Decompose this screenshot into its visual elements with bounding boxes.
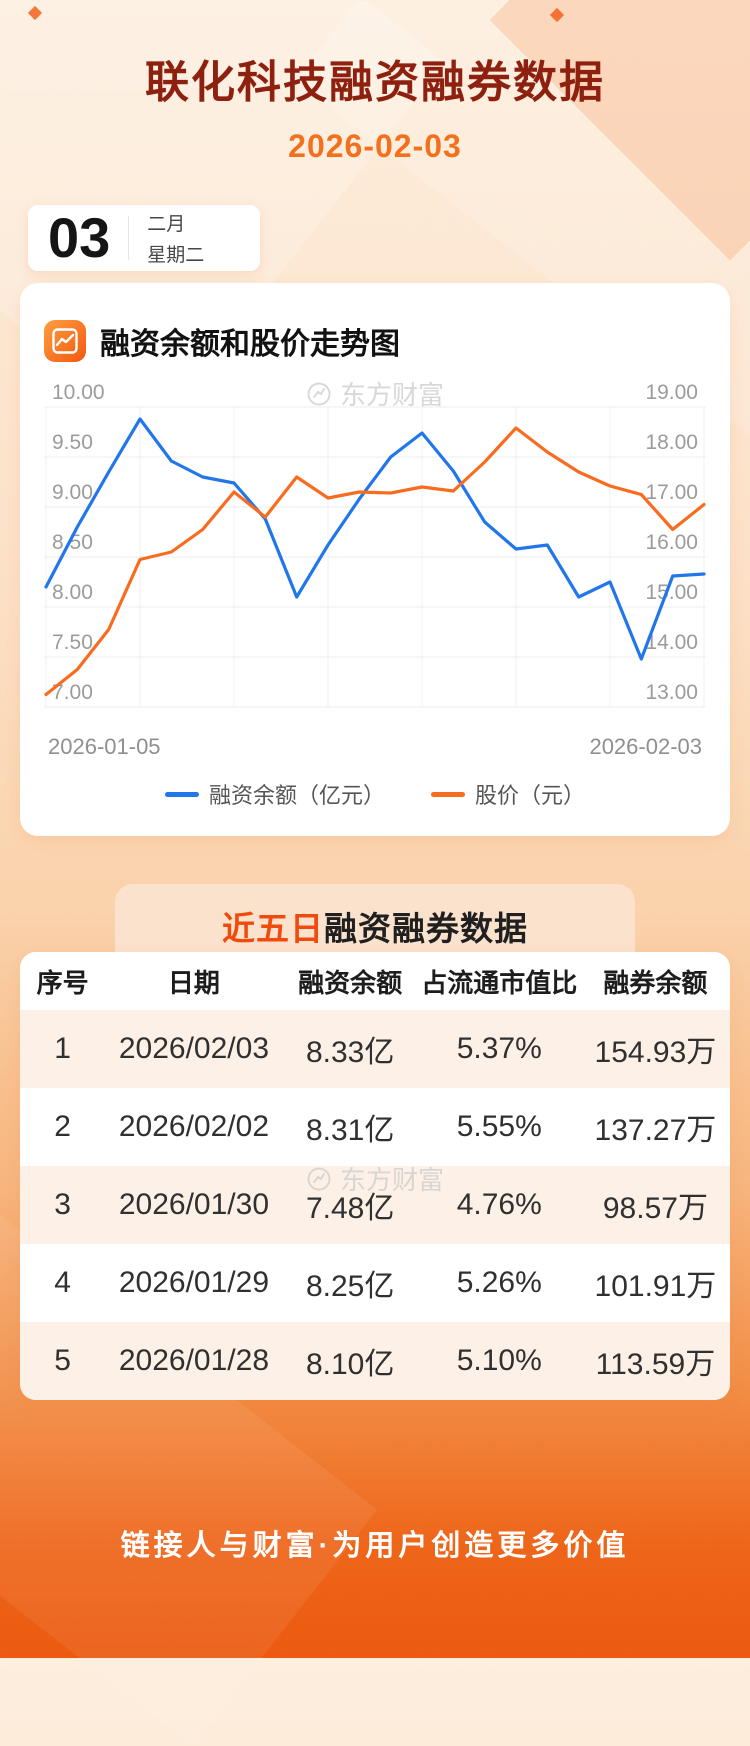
date-month-label: 二月	[147, 214, 186, 235]
col-header-balance: 融资余额	[298, 967, 403, 998]
cell-date: 2026/01/28	[118, 1344, 270, 1377]
svg-text:17.00: 17.00	[645, 481, 698, 504]
cell-short-balance: 101.91万	[594, 1270, 717, 1303]
cell-short-balance: 113.59万	[595, 1348, 716, 1381]
legend-label-financing: 融资余额（亿元）	[208, 783, 385, 808]
cell-ratio: 5.55%	[456, 1110, 542, 1143]
table-title-highlight: 近五日	[222, 910, 324, 947]
table-row: 3 2026/01/30 7.48亿 4.76% 98.57万	[20, 1166, 730, 1244]
cell-short-balance: 137.27万	[594, 1114, 717, 1147]
legend-item-financing: 融资余额（亿元）	[164, 778, 385, 810]
cell-balance: 7.48亿	[305, 1192, 395, 1225]
cell-no: 2	[54, 1110, 71, 1143]
trend-chart-card: 融资余额和股价走势图 东方财富 10.00 19.00 9.50 18.00 9.00 1…	[20, 283, 730, 836]
table-row: 1 2026/02/03 8.33亿 5.37% 154.93万	[20, 1010, 730, 1088]
svg-text:15.00: 15.00	[645, 581, 698, 604]
cell-short-balance: 154.93万	[594, 1036, 717, 1069]
svg-text:8.50: 8.50	[52, 531, 93, 554]
footer-slogan: 链接人与财富·为用户创造更多价值	[120, 1530, 630, 1562]
cell-ratio: 5.37%	[456, 1032, 542, 1065]
cell-date: 2026/01/30	[118, 1188, 270, 1221]
svg-text:19.00: 19.00	[645, 383, 698, 404]
col-header-short-balance: 融券余额	[603, 967, 708, 998]
table-title-rest: 融资融券数据	[324, 910, 528, 947]
cell-no: 5	[54, 1344, 71, 1377]
svg-text:7.50: 7.50	[52, 631, 93, 654]
table-row: 2 2026/02/02 8.31亿 5.55% 137.27万	[20, 1088, 730, 1166]
svg-text:14.00: 14.00	[645, 631, 698, 654]
cell-ratio: 5.26%	[456, 1266, 542, 1299]
chart-legend: 融资余额（亿元） 股价（元）	[44, 778, 706, 810]
legend-label-price: 股价（元）	[475, 783, 586, 808]
svg-text:13.00: 13.00	[645, 681, 698, 704]
legend-item-price: 股价（元）	[431, 778, 585, 810]
x-axis-start-label: 2026-01-05	[48, 734, 161, 759]
line-chart-icon	[44, 320, 86, 362]
date-card-divider	[128, 216, 130, 260]
svg-text:18.00: 18.00	[645, 431, 698, 454]
svg-text:16.00: 16.00	[645, 531, 698, 554]
cell-ratio: 5.10%	[456, 1344, 542, 1377]
chart-section-title: 融资余额和股价走势图	[100, 328, 400, 361]
table-row: 5 2026/01/28 8.10亿 5.10% 113.59万	[20, 1322, 730, 1400]
date-card: 03 二月 星期二	[28, 205, 260, 271]
cell-balance: 8.25亿	[305, 1270, 395, 1303]
col-header-no: 序号	[36, 967, 89, 998]
cell-date: 2026/02/03	[118, 1032, 270, 1065]
date-weekday-label: 星期二	[147, 245, 205, 266]
cell-no: 1	[54, 1032, 71, 1065]
date-day-number: 03	[48, 206, 111, 269]
svg-text:9.00: 9.00	[52, 481, 93, 504]
trend-chart: 东方财富 10.00 19.00 9.50 18.00 9.00 17.00 8.50 16.…	[44, 380, 706, 810]
svg-text:10.00: 10.00	[52, 383, 105, 404]
cell-no: 3	[54, 1188, 71, 1221]
table-header-row: 序号 日期 融资余额 占流通市值比 融券余额	[20, 952, 730, 1010]
cell-balance: 8.31亿	[305, 1114, 395, 1147]
infographic-page: 联化科技融资融券数据 2026-02-03 03 二月 星期二 融资余额和股价走…	[20, 58, 730, 1562]
page-title: 联化科技融资融券数据	[145, 58, 605, 107]
legend-swatch-financing	[164, 791, 199, 797]
dual-axis-line-chart: 10.00 19.00 9.50 18.00 9.00 17.00 8.50 16.00 8.0…	[44, 381, 706, 708]
cell-balance: 8.10亿	[305, 1348, 395, 1381]
col-header-ratio: 占流通市值比	[421, 967, 578, 998]
col-header-date: 日期	[167, 967, 220, 998]
svg-text:7.00: 7.00	[52, 681, 93, 704]
svg-text:9.50: 9.50	[52, 431, 93, 454]
x-axis-end-label: 2026-02-03	[589, 734, 702, 759]
cell-ratio: 4.76%	[456, 1188, 542, 1221]
table-row: 4 2026/01/29 8.25亿 5.26% 101.91万	[20, 1244, 730, 1322]
cell-date: 2026/02/02	[118, 1110, 270, 1143]
legend-swatch-price	[431, 791, 465, 797]
cell-short-balance: 98.57万	[602, 1192, 708, 1225]
margin-data-table-card: 东方财富 序号 日期 融资余额 占流通市值比 融券余额 1 2026/02/03…	[20, 952, 730, 1400]
cell-no: 4	[54, 1266, 71, 1299]
page-date: 2026-02-03	[288, 128, 462, 164]
cell-date: 2026/01/29	[118, 1266, 270, 1299]
svg-text:8.00: 8.00	[52, 581, 93, 604]
cell-balance: 8.33亿	[305, 1036, 395, 1069]
